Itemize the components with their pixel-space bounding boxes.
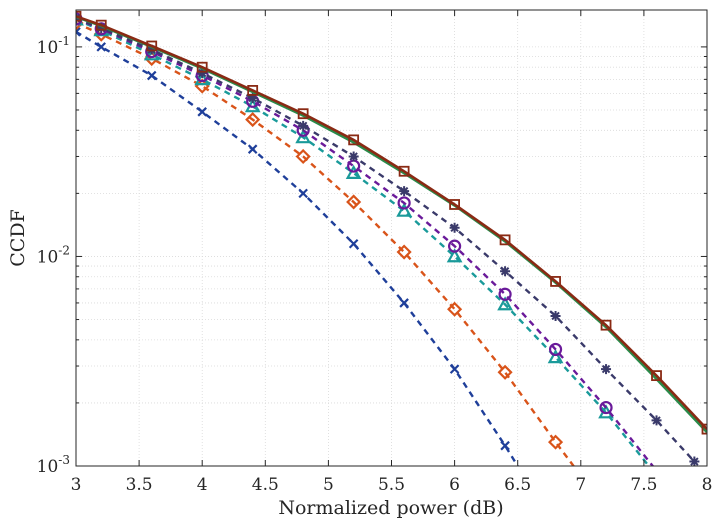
x-tick-label: 7	[575, 475, 586, 495]
x-tick-label: 6.5	[504, 475, 531, 495]
series-diamond-marker-point	[245, 112, 261, 128]
series-square-marker-point	[651, 370, 662, 382]
series-group	[76, 10, 707, 466]
series-asterisk-marker-point	[601, 364, 612, 375]
x-tick-label: 3	[71, 475, 82, 495]
series-triangle-marker-point	[295, 129, 312, 144]
series-square-marker-point	[348, 134, 360, 146]
series-asterisk-marker-point	[247, 93, 258, 104]
series-square-marker-point	[449, 199, 461, 210]
series-triangle-marker-point	[446, 248, 463, 263]
series-asterisk-marker-point	[348, 151, 359, 162]
series-asterisk-marker-point	[651, 415, 662, 426]
series-asterisk-marker-point	[449, 222, 460, 233]
x-tick-label: 3.5	[126, 475, 153, 495]
y-tick-label: 10-1	[37, 34, 70, 58]
series-x-marker-point	[146, 70, 157, 81]
series-diamond-marker-line	[76, 21, 576, 466]
series-square-marker-line	[76, 15, 707, 430]
series-circle-marker-point	[397, 196, 411, 210]
series-square-marker-point	[550, 276, 561, 287]
tick-layer: 3 3.5 4 4.5 5 5.5 6 6.5 7 7.5 8 10-1 10-2 10-3	[37, 10, 713, 495]
series-asterisk-marker	[76, 13, 700, 466]
series-x-marker-point	[197, 107, 207, 117]
series-x-marker	[76, 27, 520, 466]
series-x-marker-point	[247, 144, 258, 154]
series-triangle-marker-point	[345, 164, 362, 179]
series-square-marker-point	[398, 165, 410, 177]
y-tick-label: 10-3	[37, 453, 70, 477]
series-x-marker-point	[399, 298, 409, 308]
series-asterisk-marker-point	[500, 266, 511, 277]
series-asterisk-marker-point	[399, 186, 410, 197]
series-x-marker-point	[500, 440, 510, 451]
series-triangle-marker-point	[547, 349, 564, 364]
series-diamond-marker-point	[548, 434, 564, 450]
series-triangle-marker-point	[143, 46, 160, 61]
x-tick-label: 7.5	[630, 475, 657, 495]
series-diamond-marker-point	[396, 244, 412, 260]
series-square-marker	[76, 10, 707, 435]
x-tick-label: 6	[449, 475, 460, 495]
x-axis-label: Normalized power (dB)	[278, 497, 503, 519]
x-tick-label: 5	[323, 475, 334, 495]
series-square-marker-point	[297, 108, 309, 120]
series-x-marker-point	[96, 42, 107, 52]
series-square-marker-point	[196, 61, 208, 73]
series-diamond-marker	[76, 15, 576, 466]
x-tick-label: 8	[702, 475, 713, 495]
series-circle-marker-point	[448, 239, 462, 253]
series-x-marker-point	[449, 364, 460, 374]
series-square-marker-point	[146, 40, 158, 52]
series-square-marker-point	[76, 10, 82, 22]
series-circle-marker-point	[548, 342, 563, 357]
series-circle-marker-point	[498, 287, 512, 301]
x-tick-label: 5.5	[378, 475, 405, 495]
series-triangle-marker-point	[497, 296, 513, 311]
series-x-marker-point	[348, 238, 359, 249]
series-diamond-marker-point	[346, 194, 362, 210]
series-asterisk-marker-point	[298, 120, 309, 131]
series-square-marker-point	[701, 423, 707, 435]
series-circle-marker-point	[599, 400, 613, 415]
series-diamond-marker-point	[497, 364, 513, 380]
series-square-marker-point	[247, 85, 259, 96]
y-axis-label: CCDF	[7, 209, 29, 267]
series-diamond-marker-point	[295, 148, 311, 165]
series-diamond-marker-point	[447, 301, 463, 317]
x-tick-label: 4	[197, 475, 208, 495]
series-asterisk-marker-point	[689, 456, 700, 466]
series-x-marker-point	[76, 27, 81, 37]
series-x-marker-point	[298, 188, 308, 199]
series-square-marker-point	[95, 19, 107, 31]
series-asterisk-marker-point	[550, 310, 561, 321]
series-asterisk-marker-line	[76, 17, 696, 463]
y-tick-label: 10-2	[37, 243, 70, 267]
x-tick-label: 4.5	[252, 475, 279, 495]
series-asterisk-marker-point	[96, 23, 107, 34]
series-square-marker-point	[499, 234, 511, 246]
series-layer	[76, 10, 707, 466]
series-triangle-marker-point	[396, 202, 412, 217]
series-square-marker-point	[600, 319, 612, 331]
series-asterisk-marker-point	[197, 68, 208, 79]
